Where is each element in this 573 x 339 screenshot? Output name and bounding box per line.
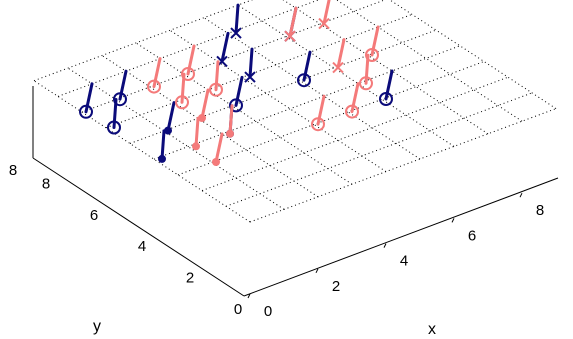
ticks: 0 2 4 6 8 0 2 4 6 8 8 xyxy=(9,162,544,320)
marks xyxy=(79,0,394,166)
gridline-x xyxy=(237,4,455,147)
stem xyxy=(228,104,234,136)
stem xyxy=(186,44,196,76)
z-tick-label: 8 xyxy=(9,162,17,179)
data-point-dot xyxy=(212,158,220,166)
data-point-circle xyxy=(209,82,223,97)
stem xyxy=(194,116,200,148)
data-point-x xyxy=(230,27,242,39)
y-tick-label: 8 xyxy=(42,175,50,192)
gridline-y xyxy=(57,0,320,97)
stem xyxy=(152,57,162,89)
stem xyxy=(302,50,312,82)
gridline-y xyxy=(177,61,485,176)
data-point-x xyxy=(244,71,256,83)
stem xyxy=(322,0,331,26)
stem xyxy=(220,31,230,63)
y-tick-label: 4 xyxy=(138,238,146,255)
stem xyxy=(118,69,128,101)
stem xyxy=(336,38,346,70)
data-point-dot xyxy=(158,154,166,163)
stem xyxy=(370,25,380,57)
data-point-circle xyxy=(379,92,393,106)
x-tick-mark xyxy=(315,268,319,274)
data-point-circle xyxy=(107,120,121,135)
x-axis-line xyxy=(243,177,559,297)
x-tick-label: 2 xyxy=(332,278,340,295)
data-point-dot xyxy=(198,114,206,122)
data-point-dot xyxy=(164,126,172,135)
stem xyxy=(350,82,360,114)
y-axis-label: y xyxy=(93,318,101,335)
data-point-circle xyxy=(345,104,359,119)
data-point-circle xyxy=(365,48,379,62)
x-tick-label: 0 xyxy=(264,303,272,320)
data-point-x xyxy=(332,61,344,74)
stem xyxy=(84,82,94,114)
stem xyxy=(288,6,298,38)
stem xyxy=(214,60,220,92)
axes xyxy=(32,86,559,297)
gridline-y xyxy=(81,0,386,113)
stem xyxy=(316,94,326,126)
grid xyxy=(33,0,557,223)
gridline-y xyxy=(225,92,533,207)
data-point-x xyxy=(284,30,296,42)
y-tick-label: 2 xyxy=(186,270,194,287)
x-tick-mark xyxy=(247,293,251,299)
stem xyxy=(200,88,210,120)
stem xyxy=(160,129,166,161)
data-point-circle xyxy=(229,98,243,113)
data-point-circle xyxy=(79,104,93,119)
data-point-dot xyxy=(226,129,234,138)
gridline-y xyxy=(249,108,557,223)
stem xyxy=(234,75,244,107)
gridline-x xyxy=(282,0,489,135)
stem xyxy=(166,101,176,133)
gridline-x xyxy=(101,55,319,198)
x-tick-label: 6 xyxy=(468,227,476,244)
data-point-circle xyxy=(311,117,325,132)
data-point-circle xyxy=(113,92,127,107)
x-tick-mark xyxy=(451,218,455,223)
x-tick-mark xyxy=(519,192,523,198)
data-point-circle xyxy=(359,76,373,91)
stem xyxy=(234,3,240,35)
x-tick-label: 4 xyxy=(400,253,408,270)
stem xyxy=(214,132,224,164)
stem xyxy=(248,47,254,79)
stem xyxy=(384,69,394,101)
y-tick-label: 0 xyxy=(234,301,242,318)
data-point-circle xyxy=(147,79,161,94)
gridline-x xyxy=(67,67,285,210)
data-point-dot xyxy=(192,142,200,151)
y-axis-line xyxy=(32,157,245,297)
y-tick-label: 6 xyxy=(90,207,98,224)
data-point-circle xyxy=(181,67,195,81)
x-tick-label: 8 xyxy=(536,202,544,219)
data-point-circle xyxy=(175,95,189,110)
stem xyxy=(364,53,370,85)
x-axis-label: x xyxy=(428,321,436,338)
data-point-circle xyxy=(297,73,311,88)
x-tick-mark xyxy=(383,243,387,248)
data-point-x xyxy=(318,17,330,30)
